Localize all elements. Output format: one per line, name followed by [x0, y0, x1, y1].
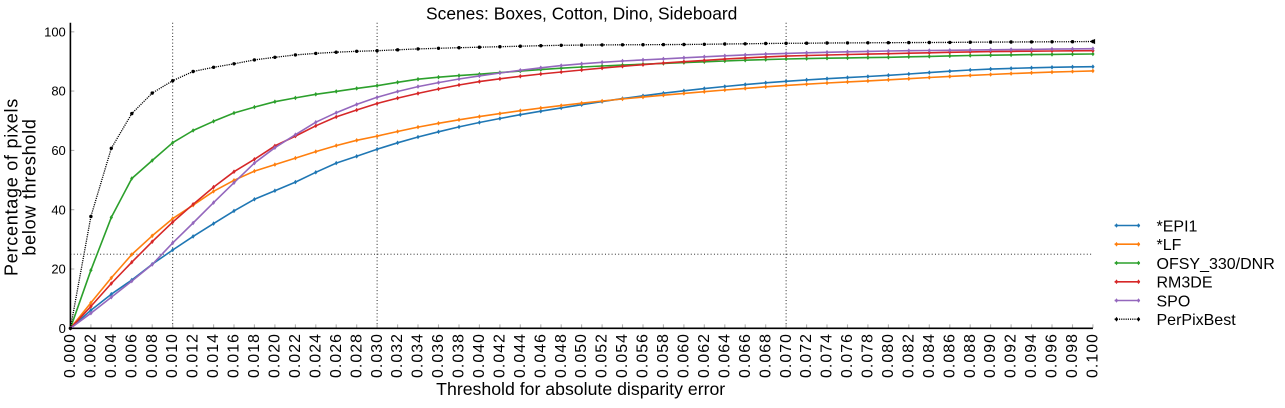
svg-text:0.060: 0.060	[676, 333, 693, 378]
svg-text:Scenes: Boxes, Cotton, Dino, S: Scenes: Boxes, Cotton, Dino, Sideboard	[426, 3, 737, 23]
svg-text:0.070: 0.070	[778, 333, 795, 378]
svg-text:0.066: 0.066	[737, 333, 754, 378]
svg-text:*EPI1: *EPI1	[1157, 218, 1198, 235]
svg-text:0.094: 0.094	[1023, 333, 1040, 378]
svg-text:40: 40	[51, 202, 65, 217]
svg-text:0: 0	[59, 321, 66, 336]
svg-text:0.080: 0.080	[880, 333, 897, 378]
svg-text:0.030: 0.030	[369, 333, 386, 378]
svg-text:0.078: 0.078	[860, 333, 877, 378]
svg-text:0.046: 0.046	[532, 333, 549, 378]
svg-text:0.010: 0.010	[164, 333, 181, 378]
svg-text:0.072: 0.072	[798, 333, 815, 378]
svg-text:0.054: 0.054	[614, 333, 631, 378]
svg-text:0.052: 0.052	[594, 333, 611, 378]
svg-text:20: 20	[51, 262, 65, 277]
svg-text:80: 80	[51, 84, 65, 99]
svg-text:0.058: 0.058	[655, 333, 672, 378]
svg-text:0.076: 0.076	[839, 333, 856, 378]
svg-text:0.034: 0.034	[410, 333, 427, 378]
svg-text:0.064: 0.064	[716, 333, 733, 378]
svg-text:0.042: 0.042	[492, 333, 509, 378]
svg-text:0.098: 0.098	[1064, 333, 1081, 378]
svg-text:0.062: 0.062	[696, 333, 713, 378]
svg-text:PerPixBest: PerPixBest	[1157, 312, 1237, 329]
svg-text:0.036: 0.036	[430, 333, 447, 378]
svg-text:0.056: 0.056	[635, 333, 652, 378]
svg-text:0.026: 0.026	[328, 333, 345, 378]
svg-text:60: 60	[51, 143, 65, 158]
svg-text:0.068: 0.068	[757, 333, 774, 378]
svg-text:0.016: 0.016	[226, 333, 243, 378]
svg-text:0.000: 0.000	[62, 333, 79, 378]
svg-text:0.082: 0.082	[900, 333, 917, 378]
svg-text:0.090: 0.090	[982, 333, 999, 378]
svg-text:0.074: 0.074	[819, 333, 836, 378]
svg-text:0.012: 0.012	[185, 333, 202, 378]
svg-text:*LF: *LF	[1157, 237, 1182, 254]
svg-text:0.018: 0.018	[246, 333, 263, 378]
svg-text:0.028: 0.028	[348, 333, 365, 378]
svg-text:0.022: 0.022	[287, 333, 304, 378]
svg-text:0.020: 0.020	[267, 333, 284, 378]
svg-text:0.024: 0.024	[307, 333, 324, 378]
svg-text:RM3DE: RM3DE	[1157, 275, 1213, 292]
svg-text:OFSY_330/DNR: OFSY_330/DNR	[1157, 256, 1275, 273]
svg-text:0.032: 0.032	[389, 333, 406, 378]
svg-text:0.008: 0.008	[144, 333, 161, 378]
svg-text:Threshold for absolute dispari: Threshold for absolute disparity error	[436, 379, 725, 399]
svg-text:0.096: 0.096	[1044, 333, 1061, 378]
svg-text:0.006: 0.006	[123, 333, 140, 378]
svg-text:100: 100	[44, 24, 66, 39]
svg-text:SPO: SPO	[1157, 293, 1191, 310]
svg-text:0.014: 0.014	[205, 333, 222, 378]
svg-text:0.038: 0.038	[451, 333, 468, 378]
svg-text:0.086: 0.086	[941, 333, 958, 378]
svg-text:0.050: 0.050	[573, 333, 590, 378]
svg-text:Percentage of pixels: Percentage of pixels	[2, 98, 22, 276]
svg-text:0.040: 0.040	[471, 333, 488, 378]
svg-text:0.004: 0.004	[103, 333, 120, 378]
svg-text:below threshold: below threshold	[20, 118, 40, 255]
svg-text:0.088: 0.088	[962, 333, 979, 378]
svg-text:0.100: 0.100	[1085, 333, 1102, 378]
svg-text:0.044: 0.044	[512, 333, 529, 378]
svg-text:0.002: 0.002	[83, 333, 100, 378]
svg-text:0.092: 0.092	[1003, 333, 1020, 378]
svg-text:0.084: 0.084	[921, 333, 938, 378]
svg-text:0.048: 0.048	[553, 333, 570, 378]
